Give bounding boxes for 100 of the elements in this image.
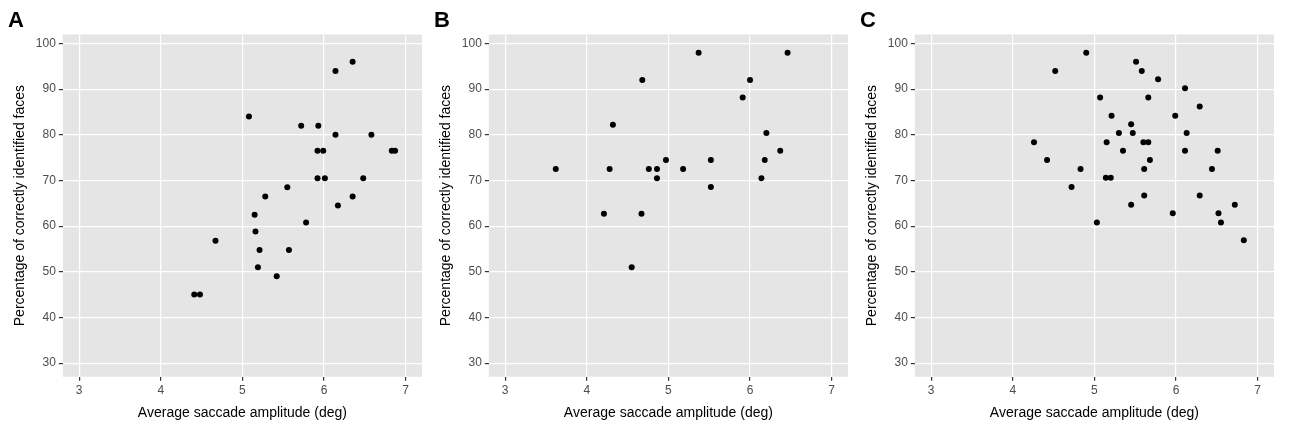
point	[273, 273, 280, 280]
point	[1102, 174, 1109, 181]
point	[1183, 130, 1190, 137]
point	[758, 175, 765, 182]
point	[245, 113, 252, 120]
x-tick-label: 7	[402, 383, 410, 398]
point	[1155, 76, 1162, 83]
y-tick-label: 90	[468, 81, 483, 96]
point	[1196, 103, 1203, 110]
point	[284, 184, 291, 191]
point	[1128, 201, 1135, 208]
point	[662, 156, 669, 163]
y-axis-title: Percentage of correctly identified faces	[437, 84, 454, 327]
x-tick-label: 6	[320, 383, 328, 398]
point	[739, 94, 746, 101]
x-tick-label: 5	[1091, 383, 1099, 398]
point	[262, 193, 269, 200]
point	[1182, 85, 1189, 92]
y-tick-label: 50	[42, 264, 57, 279]
x-tick-label: 4	[157, 383, 165, 398]
point	[1208, 166, 1215, 173]
point	[1145, 94, 1152, 101]
y-tick-label: 30	[468, 355, 483, 370]
y-axis-title: Percentage of correctly identified faces	[11, 84, 28, 327]
point	[552, 166, 559, 173]
y-tick-label: 80	[894, 127, 909, 142]
point	[285, 246, 292, 253]
chart-title: C	[860, 7, 876, 33]
point	[1103, 139, 1110, 146]
point	[334, 202, 341, 209]
x-tick-label: 7	[1254, 383, 1262, 398]
y-axis-title: Percentage of correctly identified faces	[863, 84, 880, 327]
y-tick-label: 70	[468, 172, 483, 187]
point	[349, 193, 356, 200]
point	[1077, 166, 1084, 173]
x-tick-label: 3	[927, 383, 935, 398]
point	[1083, 49, 1090, 56]
x-tick-label: 6	[1172, 383, 1180, 398]
point	[1140, 139, 1147, 146]
point	[360, 175, 367, 182]
point	[1141, 192, 1148, 199]
y-tick-label: 40	[42, 309, 57, 324]
y-tick-label: 100	[887, 35, 909, 50]
x-tick-label: 3	[75, 383, 83, 398]
point	[600, 210, 607, 217]
y-tick-label: 50	[468, 264, 483, 279]
point	[254, 264, 261, 271]
point	[320, 147, 327, 154]
y-tick-label: 60	[42, 218, 57, 233]
point	[1093, 219, 1100, 226]
point	[349, 58, 356, 65]
x-tick-label: 7	[828, 383, 836, 398]
y-tick-label: 40	[468, 309, 483, 324]
point	[1107, 174, 1114, 181]
point	[1097, 94, 1104, 101]
point	[638, 210, 645, 217]
point	[332, 67, 339, 74]
point	[1119, 147, 1126, 154]
y-tick-label: 60	[894, 218, 909, 233]
point	[784, 49, 791, 56]
point	[1146, 156, 1153, 163]
chart-title: A	[8, 7, 24, 33]
point	[1031, 139, 1037, 146]
point	[1169, 210, 1176, 217]
point	[1217, 219, 1224, 226]
chart-title: B	[434, 7, 450, 33]
point	[1115, 130, 1122, 137]
point	[321, 175, 328, 182]
y-tick-label: 90	[42, 81, 57, 96]
point	[1044, 156, 1051, 163]
y-tick-label: 30	[894, 355, 909, 370]
point	[761, 156, 768, 163]
point	[747, 77, 754, 84]
point	[252, 228, 259, 235]
point	[653, 166, 660, 173]
point	[609, 121, 616, 128]
point	[1214, 147, 1221, 154]
point	[1182, 147, 1189, 154]
x-axis-title: Average saccade amplitude (deg)	[563, 404, 773, 421]
x-tick-label: 4	[583, 383, 591, 398]
point	[314, 147, 321, 154]
point	[315, 122, 322, 129]
point	[368, 131, 375, 138]
point	[1108, 112, 1115, 119]
point	[332, 131, 339, 138]
point	[212, 237, 219, 244]
x-tick-label: 6	[746, 383, 754, 398]
x-tick-label: 3	[501, 383, 509, 398]
point	[303, 219, 310, 226]
y-tick-label: 40	[894, 309, 909, 324]
y-tick-label: 70	[42, 172, 57, 187]
point	[707, 183, 714, 190]
x-tick-label: 5	[665, 383, 673, 398]
point	[1138, 67, 1145, 74]
x-axis-title: Average saccade amplitude (deg)	[137, 404, 347, 421]
point	[1215, 210, 1222, 217]
y-tick-label: 80	[468, 127, 483, 142]
point	[1172, 112, 1179, 119]
point	[707, 156, 714, 163]
point	[606, 166, 613, 173]
